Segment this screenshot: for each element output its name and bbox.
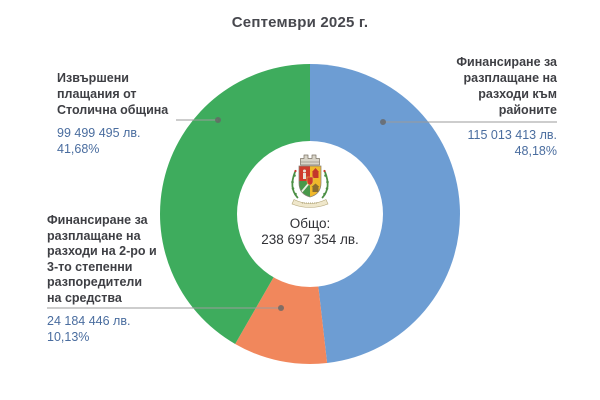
sofia-coat-of-arms-icon [291,154,329,208]
center-total-label: Общо: [289,216,331,231]
callout-secondary-spenders: Финансиране за разплащане на разходи на … [47,213,192,345]
callout-sofia-payments-title: Извършени плащания от Столична община [57,71,169,117]
donut-hole [237,141,383,287]
leader-dot-secondary-spenders [278,305,284,311]
callout-sofia-payments-amount: 99 499 495 лв. [57,126,141,140]
callout-sofia-payments: Извършени плащания от Столична община 99… [57,70,197,157]
center-total-value: 238 697 354 лв. [261,232,359,247]
leader-dot-sofia-payments [215,117,221,123]
callout-districts-title: Финансиране за разплащане на разходи към… [456,55,557,117]
callout-districts-percent: 48,18% [514,144,557,158]
callout-secondary-spenders-title: Финансиране за разплащане на разходи на … [47,213,157,305]
callout-sofia-payments-percent: 41,68% [57,142,100,156]
leader-dot-districts [380,119,386,125]
callout-secondary-spenders-amount: 24 184 446 лв. [47,314,131,328]
callout-districts-amount: 115 013 413 лв. [467,128,557,142]
callout-districts: Финансиране за разплащане на разходи към… [427,54,557,159]
page-title: Септември 2025 г. [231,14,369,31]
callout-secondary-spenders-percent: 10,13% [47,330,90,344]
donut-center: Общо: 238 697 354 лв. [230,152,390,248]
donut-slice-districts[interactable] [310,64,461,364]
